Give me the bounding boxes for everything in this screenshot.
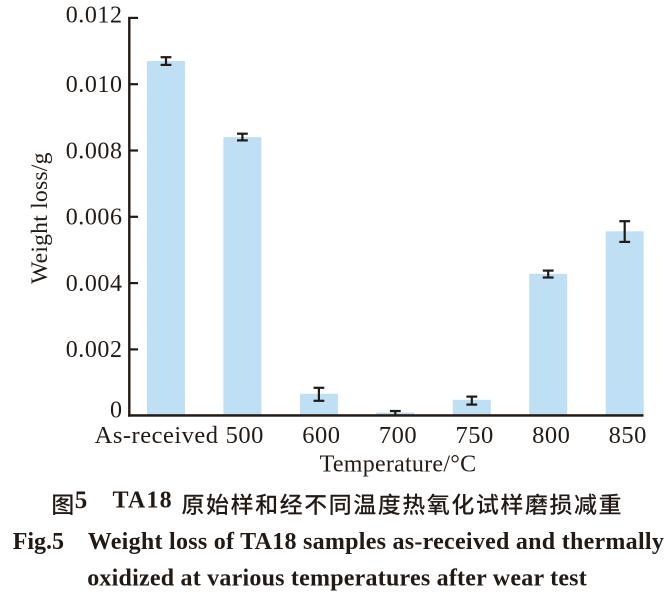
svg-text:Weight loss of TA18 samples as: Weight loss of TA18 samples as-received … bbox=[88, 529, 664, 555]
svg-text:TA18: TA18 bbox=[113, 488, 173, 514]
svg-text:0.008: 0.008 bbox=[66, 138, 123, 164]
svg-text:0.010: 0.010 bbox=[66, 72, 123, 98]
svg-text:0.012: 0.012 bbox=[66, 3, 123, 29]
svg-text:Fig.5: Fig.5 bbox=[13, 529, 64, 555]
svg-text:0.002: 0.002 bbox=[66, 337, 123, 363]
svg-text:600: 600 bbox=[302, 422, 340, 449]
svg-text:750: 750 bbox=[455, 422, 493, 449]
svg-text:oxidized at various temperatur: oxidized at various temperatures after w… bbox=[87, 566, 587, 592]
svg-text:Weight loss/g: Weight loss/g bbox=[27, 152, 53, 284]
svg-text:800: 800 bbox=[532, 422, 570, 449]
svg-text:As-received: As-received bbox=[95, 422, 219, 449]
svg-text:5: 5 bbox=[75, 487, 88, 514]
svg-text:850: 850 bbox=[609, 422, 647, 449]
svg-text:0.006: 0.006 bbox=[66, 205, 123, 231]
svg-text:700: 700 bbox=[379, 422, 417, 449]
svg-text:500: 500 bbox=[226, 422, 264, 449]
svg-text:0: 0 bbox=[110, 397, 123, 423]
svg-text:Temperature/°C: Temperature/°C bbox=[320, 451, 477, 477]
svg-text:0.004: 0.004 bbox=[66, 271, 123, 297]
